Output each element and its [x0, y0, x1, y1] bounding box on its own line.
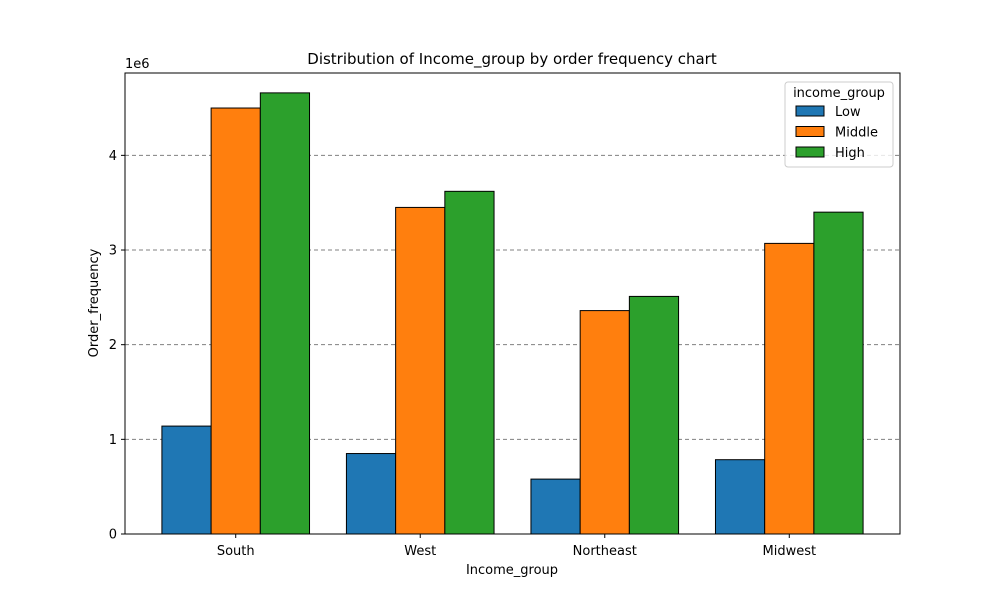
legend-swatch-low — [795, 105, 825, 117]
y-tick-label: 2 — [109, 338, 117, 353]
legend-title: income_group — [793, 86, 885, 101]
bar-middle-south — [210, 107, 261, 535]
legend-items: Low Middle High — [795, 105, 878, 161]
x-axis-label: Income_group — [466, 563, 558, 578]
legend-swatch-high — [795, 146, 825, 158]
legend-label-middle: Middle — [835, 126, 878, 141]
legend: income_group Low Middle High — [784, 81, 894, 168]
bar-middle-midwest — [764, 242, 815, 535]
x-tick-label: West — [404, 544, 436, 559]
bar-low-south — [161, 425, 212, 535]
bar-low-west — [345, 453, 397, 535]
chart-title: Distribution of Income_group by order fr… — [307, 50, 717, 69]
legend-box — [784, 81, 894, 168]
y-tick-label: 0 — [109, 528, 117, 543]
bar-low-northeast — [530, 478, 581, 535]
x-tick-label: Midwest — [762, 544, 816, 559]
y-tick-label: 4 — [109, 149, 117, 164]
bar-high-midwest — [813, 211, 864, 535]
legend-label-high: High — [835, 146, 865, 161]
y-axis-label: Order_frequency — [87, 248, 102, 357]
x-axis-ticks: South West Northeast Midwest — [217, 534, 816, 559]
x-tick-label: South — [217, 544, 255, 559]
y-scale-label: 1e6 — [125, 57, 150, 72]
y-tick-label: 3 — [109, 244, 117, 259]
bar-high-south — [259, 92, 311, 535]
legend-label-low: Low — [835, 105, 861, 120]
bar-middle-northeast — [579, 310, 630, 535]
x-tick-label: Northeast — [573, 544, 637, 559]
y-tick-label: 1 — [109, 433, 117, 448]
y-axis-ticks: 0 1 2 3 4 — [109, 149, 125, 543]
plot-area-frame — [124, 72, 901, 535]
bar-middle-west — [395, 206, 446, 535]
bars — [161, 92, 864, 535]
bar-high-west — [444, 190, 495, 535]
bar-high-northeast — [628, 295, 680, 535]
legend-swatch-middle — [795, 126, 825, 137]
bar-low-midwest — [714, 459, 766, 535]
